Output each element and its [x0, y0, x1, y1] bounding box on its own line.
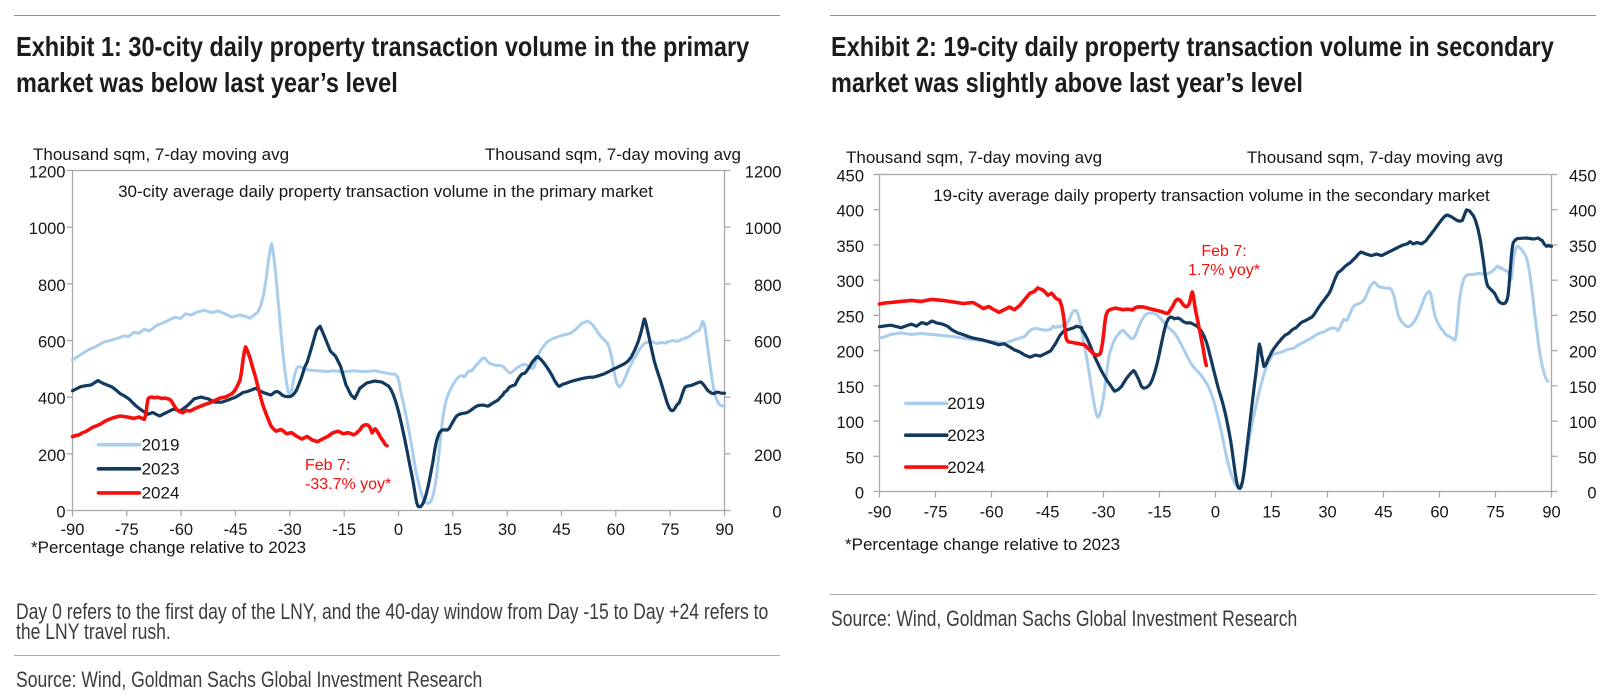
svg-text:60: 60 [1430, 504, 1448, 522]
svg-text:-45: -45 [224, 521, 248, 539]
svg-text:60: 60 [607, 521, 625, 539]
svg-text:2024: 2024 [142, 484, 180, 503]
svg-text:30: 30 [1318, 504, 1336, 522]
svg-text:-30: -30 [278, 521, 302, 539]
svg-text:2019: 2019 [947, 394, 985, 413]
svg-text:-45: -45 [1036, 504, 1060, 522]
svg-text:2023: 2023 [142, 460, 180, 479]
svg-text:0: 0 [855, 485, 864, 503]
svg-text:75: 75 [1486, 504, 1504, 522]
svg-text:1200: 1200 [29, 164, 66, 182]
svg-text:-60: -60 [980, 504, 1004, 522]
svg-text:0: 0 [1211, 504, 1220, 522]
svg-text:-90: -90 [61, 521, 85, 539]
svg-text:2024: 2024 [947, 458, 985, 477]
svg-text:-15: -15 [1148, 504, 1172, 522]
svg-text:Feb 7:: Feb 7: [1201, 243, 1246, 260]
svg-text:-33.7% yoy*: -33.7% yoy* [305, 476, 391, 493]
svg-text:200: 200 [836, 344, 864, 362]
svg-text:1.7% yoy*: 1.7% yoy* [1188, 262, 1260, 279]
svg-text:90: 90 [715, 521, 733, 539]
svg-text:200: 200 [754, 447, 782, 465]
svg-text:450: 450 [1569, 168, 1597, 186]
svg-text:400: 400 [836, 203, 864, 221]
svg-text:350: 350 [836, 238, 864, 256]
svg-text:100: 100 [836, 414, 864, 432]
svg-text:1000: 1000 [29, 220, 66, 238]
svg-text:800: 800 [38, 277, 66, 295]
svg-text:Thousand sqm, 7-day moving avg: Thousand sqm, 7-day moving avg [33, 145, 289, 164]
svg-text:0: 0 [772, 504, 781, 522]
svg-text:300: 300 [836, 273, 864, 291]
svg-text:30-city average daily property: 30-city average daily property transacti… [118, 182, 653, 201]
svg-text:600: 600 [754, 334, 782, 352]
svg-text:0: 0 [394, 521, 403, 539]
svg-text:Thousand sqm, 7-day moving avg: Thousand sqm, 7-day moving avg [485, 145, 741, 164]
svg-text:150: 150 [1569, 379, 1597, 397]
svg-text:300: 300 [1569, 273, 1597, 291]
svg-text:450: 450 [836, 168, 864, 186]
svg-text:1200: 1200 [745, 164, 782, 182]
svg-text:15: 15 [1262, 504, 1280, 522]
svg-text:45: 45 [1374, 504, 1392, 522]
svg-text:30: 30 [498, 521, 516, 539]
svg-text:-75: -75 [924, 504, 948, 522]
svg-text:45: 45 [552, 521, 570, 539]
svg-text:100: 100 [1569, 414, 1597, 432]
svg-text:250: 250 [1569, 308, 1597, 326]
svg-text:50: 50 [1578, 449, 1596, 467]
svg-text:400: 400 [754, 390, 782, 408]
svg-text:400: 400 [38, 390, 66, 408]
svg-text:Feb 7:: Feb 7: [305, 457, 350, 474]
svg-text:0: 0 [1587, 485, 1596, 503]
svg-text:-15: -15 [332, 521, 356, 539]
svg-text:1000: 1000 [745, 220, 782, 238]
svg-text:0: 0 [56, 504, 65, 522]
svg-text:-60: -60 [169, 521, 193, 539]
svg-text:90: 90 [1542, 504, 1560, 522]
svg-text:2019: 2019 [142, 435, 180, 454]
svg-text:Thousand sqm, 7-day moving avg: Thousand sqm, 7-day moving avg [846, 148, 1102, 167]
svg-text:600: 600 [38, 334, 66, 352]
svg-text:-30: -30 [1092, 504, 1116, 522]
svg-text:15: 15 [444, 521, 462, 539]
svg-text:200: 200 [38, 447, 66, 465]
svg-text:19-city average daily property: 19-city average daily property transacti… [933, 186, 1490, 205]
svg-text:400: 400 [1569, 203, 1597, 221]
svg-text:-75: -75 [115, 521, 139, 539]
svg-text:75: 75 [661, 521, 679, 539]
svg-text:2023: 2023 [947, 426, 985, 445]
svg-text:Thousand sqm, 7-day moving avg: Thousand sqm, 7-day moving avg [1247, 148, 1503, 167]
svg-text:-90: -90 [868, 504, 892, 522]
svg-text:250: 250 [836, 308, 864, 326]
svg-text:150: 150 [836, 379, 864, 397]
svg-text:50: 50 [846, 449, 864, 467]
svg-text:200: 200 [1569, 344, 1597, 362]
svg-text:800: 800 [754, 277, 782, 295]
svg-text:350: 350 [1569, 238, 1597, 256]
